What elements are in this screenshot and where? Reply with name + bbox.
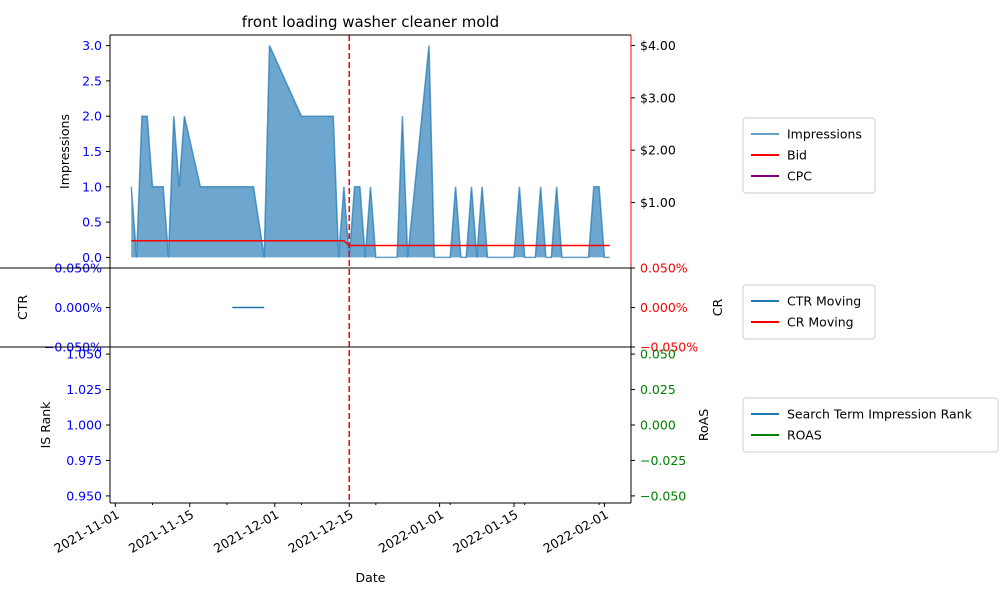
legend-box <box>742 397 999 453</box>
y2-tick-label: −0.050% <box>640 340 698 355</box>
y-tick-label: 0.5 <box>82 215 102 230</box>
y-axis-label: CTR <box>15 295 30 320</box>
y2-tick-label: −0.050 <box>640 488 686 503</box>
y-tick-label: 0.000% <box>54 300 102 315</box>
y2-tick-label: $3.00 <box>640 90 676 105</box>
y-tick-label: 1.025 <box>66 382 102 397</box>
x-tick-label: 2021-12-01 <box>211 507 281 556</box>
x-tick-label: 2021-11-15 <box>126 507 196 556</box>
impressions-area <box>131 45 610 258</box>
y-tick-label: 1.0 <box>82 179 102 194</box>
y2-axis-label: RoAS <box>696 409 711 441</box>
x-tick-label: 2022-01-15 <box>450 507 520 556</box>
legend-box <box>742 284 876 340</box>
legend-label: Impressions <box>787 127 862 142</box>
y-tick-label: 0.950 <box>66 488 102 503</box>
legend-label: ROAS <box>787 428 822 443</box>
legend-label: Bid <box>787 148 807 163</box>
y-axis-label: Impressions <box>57 114 72 189</box>
y2-tick-label: 0.050% <box>640 261 688 276</box>
x-axis-label: Date <box>356 570 386 585</box>
y2-tick-label: −0.025 <box>640 453 686 468</box>
y-axis-label: IS Rank <box>38 401 53 449</box>
y2-tick-label: 0.025 <box>640 382 676 397</box>
bid-line <box>131 240 610 247</box>
y2-axis-label: CR <box>710 298 725 316</box>
x-tick-label: 2022-02-01 <box>540 507 610 556</box>
x-tick-label: 2022-01-01 <box>376 507 446 556</box>
y2-tick-label: $2.00 <box>640 143 676 158</box>
y2-tick-label: $1.00 <box>640 195 676 210</box>
x-tick-label: 2021-12-15 <box>285 507 355 556</box>
legend-box <box>742 117 876 194</box>
legend-label: Search Term Impression Rank <box>787 407 973 422</box>
y2-tick-label: 0.050 <box>640 347 676 362</box>
y2-tick-label: 0.000 <box>640 418 676 433</box>
y-tick-label: 0.975 <box>66 453 102 468</box>
y-tick-label: 0.0 <box>82 250 102 265</box>
impressions-line <box>130 45 610 259</box>
chart-title: front loading washer cleaner mold <box>242 13 499 31</box>
y-tick-label: 1.5 <box>82 144 102 159</box>
legend-label: CR Moving <box>787 315 854 330</box>
y2-tick-label: $4.00 <box>640 38 676 53</box>
y-tick-label: 2.5 <box>82 73 102 88</box>
y-tick-label: 1.000 <box>66 418 102 433</box>
y-tick-label: 2.0 <box>82 109 102 124</box>
x-tick-label: 2021-11-01 <box>51 507 121 556</box>
y-tick-label: 3.0 <box>82 38 102 53</box>
y-tick-label: 1.050 <box>66 347 102 362</box>
legend-label: CPC <box>787 169 812 184</box>
legend-label: CTR Moving <box>787 294 861 309</box>
y2-tick-label: 0.000% <box>640 300 688 315</box>
